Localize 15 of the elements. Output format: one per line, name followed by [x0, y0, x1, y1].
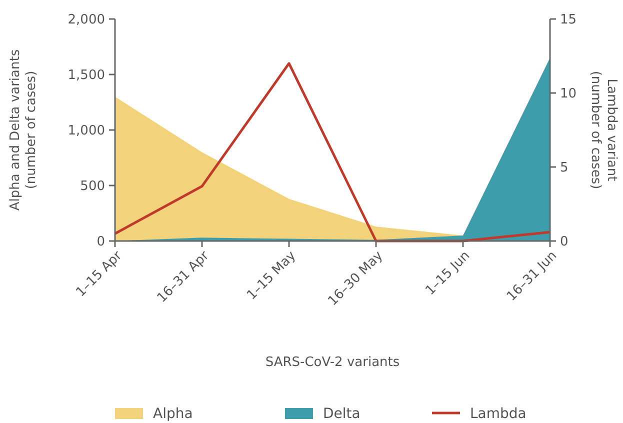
legend-label: Delta [323, 406, 360, 422]
y2-tick-label: 15 [560, 12, 577, 28]
y2-axis-title: Lambda variant (number of cases) [588, 70, 619, 190]
y-tick-label: 500 [80, 179, 105, 194]
y2-tick-label: 5 [560, 160, 568, 176]
y-tick-label: 0 [96, 234, 105, 250]
y-tick-label: 2,000 [68, 12, 105, 28]
legend-label: Lambda [470, 406, 526, 422]
y-tick-label: 1,000 [68, 124, 105, 139]
x-axis-title: SARS-CoV-2 variants [265, 355, 400, 370]
y2-tick-label: 0 [560, 234, 568, 250]
y-axis-title: Alpha and Delta variants (number of cases) [8, 49, 39, 211]
y-tick-label: 1,500 [68, 68, 105, 84]
y2-tick-label: 10 [560, 86, 577, 102]
legend-label: Alpha [153, 406, 193, 422]
